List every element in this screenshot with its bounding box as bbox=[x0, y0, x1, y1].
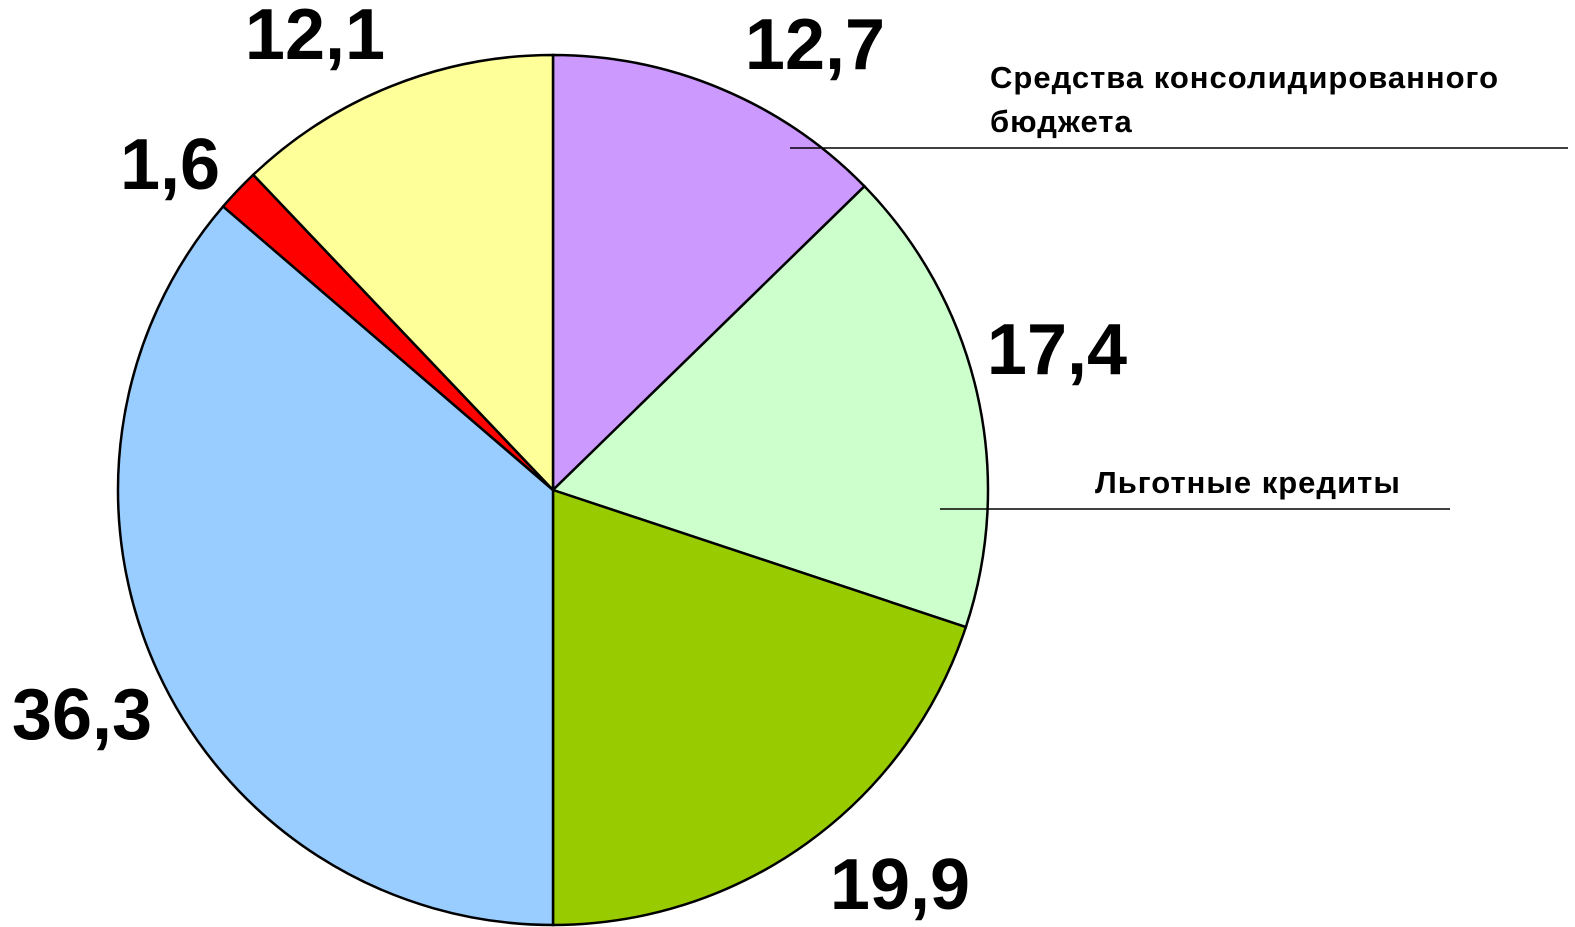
pie-slice bbox=[551, 53, 867, 493]
data-label: 19,9 bbox=[830, 845, 970, 925]
data-label: 36,3 bbox=[12, 675, 152, 755]
data-label: 1,6 bbox=[120, 125, 220, 205]
data-label: 12,7 bbox=[745, 5, 885, 85]
annotation: Средства консолидированного бюджета bbox=[990, 60, 1499, 139]
data-label: 12,1 bbox=[245, 0, 385, 75]
pie-slice bbox=[116, 204, 555, 927]
pie-slice bbox=[551, 488, 968, 927]
pie-slice bbox=[251, 53, 555, 494]
pie-slice bbox=[550, 184, 990, 629]
data-label: 17,4 bbox=[987, 310, 1127, 390]
annotation: Льготные кредиты bbox=[1095, 465, 1401, 500]
